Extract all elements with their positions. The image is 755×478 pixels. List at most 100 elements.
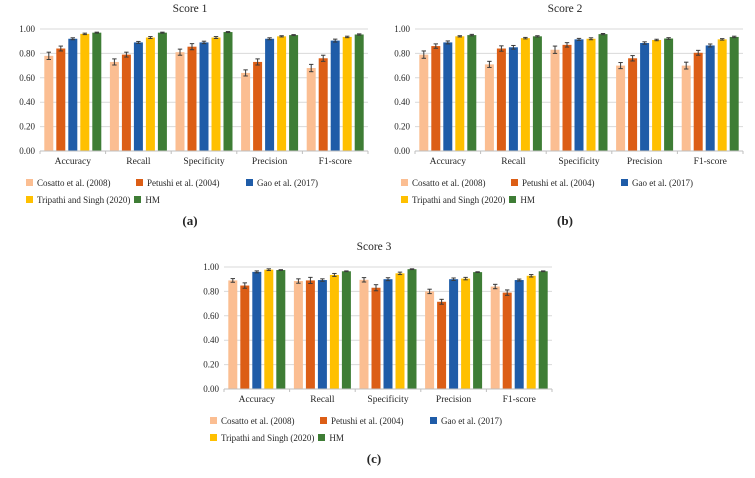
legend: Cosatto et al. (2008) Petushi et al. (200… [210,412,558,446]
legend: Cosatto et al. (2008) Petushi et al. (200… [401,174,749,208]
bar [598,34,608,151]
category-label: Accuracy [430,157,467,167]
bar [265,38,275,151]
legend-row: Cosatto et al. (2008) Petushi et al. (200… [210,412,558,429]
legend: Cosatto et al. (2008) Petushi et al. (200… [26,174,374,208]
bar [514,280,524,389]
bar [199,42,209,151]
legend-label: Petushi et al. (2004) [522,177,595,188]
legend-swatch-icon [26,196,33,203]
bar [425,291,435,389]
y-tick-label: 0.80 [203,286,219,296]
legend-label: Cosatto et al. (2008) [412,177,486,188]
y-tick-label: 0.40 [19,97,35,107]
y-tick-label: 0.80 [394,48,410,58]
bar [467,35,477,151]
chart-title: Score 2 [547,3,583,15]
y-tick-label: 0.40 [203,335,219,345]
chart-score-2: Score 2 0.00 0.20 0.40 0.60 0.80 1.00 Accuracy… [381,2,749,229]
bar [484,64,494,151]
bar [461,278,471,389]
legend-swatch-icon [320,417,327,424]
bar [705,45,715,151]
legend-swatch-icon [401,179,408,186]
legend-item: Cosatto et al. (2008) [26,178,136,188]
bar-plot: 0.00 0.20 0.40 0.60 0.80 1.00 Accuracy Recall Sp… [394,24,744,167]
category-label: Accuracy [55,157,92,167]
bar [253,61,263,151]
chart-score-3: Score 3 0.00 0.20 0.40 0.60 0.80 1.00 Accuracy… [190,240,558,467]
y-tick-label: 0.00 [203,384,219,394]
category-label: F1-score [319,157,352,167]
legend-item: Petushi et al. (2004) [320,416,430,426]
bar [437,301,447,389]
legend-label: HM [329,432,344,443]
category-label: Recall [126,157,151,167]
bar [538,271,548,389]
y-tick-label: 0.40 [394,97,410,107]
figure-caption: (c) [366,451,382,466]
legend-swatch-icon [621,179,628,186]
legend-swatch-icon [509,196,517,203]
legend-swatch-icon [134,196,142,203]
bar [306,68,316,151]
y-tick-label: 1.00 [394,24,410,34]
bar [342,36,352,151]
legend-item: Tripathi and Singh (2020) [401,195,505,205]
bar [109,61,119,151]
bar [341,271,351,389]
bar [56,48,66,151]
bar [586,38,596,151]
bar [157,32,167,151]
bar-plot: 0.00 0.20 0.40 0.60 0.80 1.00 Accuracy Recall Sp… [203,262,553,405]
bar [223,32,233,151]
bar [228,280,238,389]
legend-label: Tripathi and Singh (2020) [412,194,506,205]
legend-swatch-icon [318,434,326,441]
legend-row: Cosatto et al. (2008) Petushi et al. (200… [26,174,374,191]
legend-item: Petushi et al. (2004) [511,178,621,188]
bar [354,34,364,151]
bar [80,33,90,151]
category-label: Specificity [558,156,599,167]
y-tick-label: 0.20 [394,122,410,132]
bar [496,48,506,151]
legend-item: Petushi et al. (2004) [136,178,246,188]
chart-title: Score 1 [172,3,208,15]
bar [681,65,691,151]
y-tick-label: 1.00 [19,24,35,34]
legend-swatch-icon [26,179,33,186]
legend-item: Tripathi and Singh (2020) [26,195,130,205]
legend-label: Gao et al. (2017) [441,415,502,426]
legend-item: Gao et al. (2017) [621,178,693,188]
legend-swatch-icon [511,179,518,186]
bar [371,287,381,389]
bar [520,38,530,151]
legend-label: Cosatto et al. (2008) [37,177,111,188]
legend-row: Tripathi and Singh (2020) HM [210,429,558,446]
legend-label: HM [145,194,160,205]
chart-title: Score 3 [356,241,392,253]
bar [276,270,286,389]
bar [329,274,339,389]
bar [293,281,303,389]
y-tick-label: 0.60 [203,311,219,321]
legend-item: HM [318,433,344,443]
y-tick-label: 0.20 [203,360,219,370]
bar [68,38,78,151]
bar [508,47,518,151]
category-label: Precision [252,157,288,167]
bar [616,65,626,151]
category-label: F1-score [694,157,727,167]
bar [240,285,250,389]
bar [443,42,453,151]
category-label: Specificity [367,394,408,405]
bar [693,52,703,151]
bar [359,279,369,389]
bar [330,40,340,152]
bar [431,46,441,151]
legend-row: Cosatto et al. (2008) Petushi et al. (200… [401,174,749,191]
legend-item: Gao et al. (2017) [430,416,502,426]
legend-swatch-icon [210,434,217,441]
bar [252,271,262,389]
